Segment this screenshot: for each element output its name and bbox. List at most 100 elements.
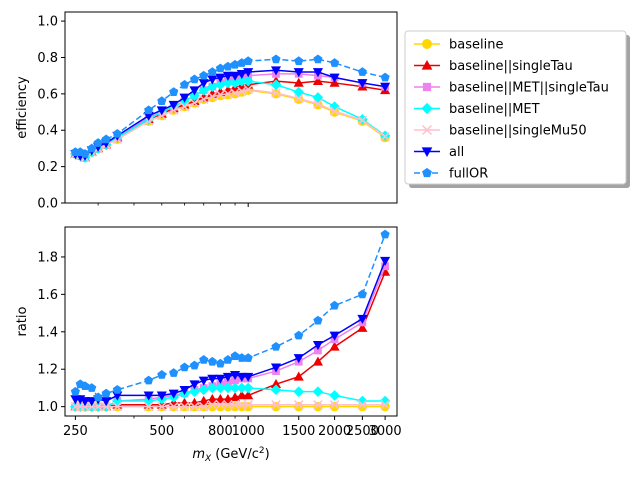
data-point [189, 386, 200, 398]
data-point [101, 388, 111, 398]
data-point [357, 314, 368, 324]
data-point-stroke-b [357, 400, 368, 410]
data-point [168, 389, 179, 399]
data-point [293, 400, 304, 410]
data-point [357, 400, 368, 410]
data-point-stroke-b [143, 401, 154, 412]
data-point [169, 87, 179, 96]
data-point [70, 386, 80, 396]
data-point [157, 401, 167, 412]
data-point [357, 322, 368, 332]
data-point [271, 54, 281, 64]
data-point [80, 149, 90, 158]
data-point [357, 67, 367, 76]
data-point [312, 68, 323, 78]
data-point-stroke-b [230, 400, 240, 410]
legend-marker [421, 147, 433, 158]
data-point [270, 384, 282, 396]
axes-frame [64, 226, 398, 417]
data-point [179, 93, 190, 103]
data-point-stroke-b [198, 401, 209, 412]
legend-item: baseline||MET [414, 102, 540, 117]
legend-label: baseline [449, 38, 503, 53]
data-point-stroke-b [112, 401, 123, 412]
data-point [243, 353, 253, 362]
data-point-stroke-b [207, 91, 218, 102]
data-point [157, 370, 167, 379]
data-point [198, 395, 209, 405]
y-tick-label: 1.4 [37, 325, 58, 340]
data-point-stroke-b [293, 93, 304, 104]
x-axis-label-m: m [192, 447, 205, 462]
data-point [215, 73, 226, 83]
data-point-stroke-b [215, 400, 226, 410]
data-point [199, 70, 209, 80]
data-point [243, 56, 253, 66]
data-point [223, 355, 233, 364]
data-point [168, 100, 179, 111]
data-point [243, 372, 254, 382]
data-point-stroke-b [329, 106, 340, 116]
data-point [189, 86, 200, 96]
data-point [312, 356, 323, 366]
data-point [270, 363, 282, 373]
data-point [143, 391, 154, 401]
data-point [215, 400, 226, 410]
data-point [207, 67, 217, 76]
data-point [329, 106, 340, 116]
data-point [330, 300, 340, 310]
data-point [293, 386, 305, 398]
data-point-stroke-b [357, 115, 368, 125]
data-point [189, 380, 200, 390]
data-point-stroke-b [198, 94, 209, 105]
data-point [168, 105, 179, 115]
data-point [101, 134, 111, 144]
data-point [243, 68, 254, 78]
data-point [93, 138, 103, 147]
data-point [243, 390, 254, 400]
data-point-stroke-b [143, 116, 154, 126]
data-point-stroke-b [271, 88, 281, 98]
x-tick-label: 1000 [232, 424, 265, 439]
x-axis-label-sub: X [204, 454, 212, 464]
data-point [223, 400, 233, 410]
data-point-stroke-b [93, 401, 103, 412]
data-point [101, 397, 112, 407]
data-point [189, 360, 200, 370]
data-point [293, 77, 304, 87]
data-point [222, 372, 233, 382]
data-point-stroke-b [189, 98, 200, 108]
data-point [293, 354, 304, 364]
data-point [313, 54, 323, 64]
data-point-stroke-b [313, 400, 323, 410]
legend-marker [422, 82, 432, 92]
data-point-stroke-b [380, 131, 390, 142]
x-tick-label: 2000 [318, 424, 351, 439]
legend-marker [422, 167, 432, 178]
data-point-stroke-b [179, 101, 190, 112]
data-point [271, 88, 281, 98]
data-point [144, 375, 154, 385]
data-point [86, 397, 97, 407]
y-tick-label: 0.2 [37, 160, 58, 175]
data-point-stroke-b [223, 400, 233, 410]
data-point [243, 401, 253, 412]
y-tick-label: 1.0 [37, 400, 58, 415]
data-point-stroke-b [223, 89, 233, 99]
data-point [207, 400, 218, 410]
data-point [357, 289, 367, 299]
data-point [222, 393, 233, 404]
data-point-stroke-b [215, 90, 226, 100]
data-point [293, 86, 305, 98]
y-tick-label: 1.0 [37, 15, 58, 30]
y-tick-label: 0.8 [37, 51, 58, 66]
data-point [230, 351, 240, 361]
y-tick-label: 0.6 [37, 87, 58, 102]
legend-marker-stroke-b [421, 124, 433, 136]
x-axis-label: mX (GeV/c2) [192, 446, 269, 464]
data-point [329, 390, 340, 401]
legend-label: fullOR [449, 167, 488, 182]
legend-label: baseline||MET||singleTau [449, 81, 609, 96]
